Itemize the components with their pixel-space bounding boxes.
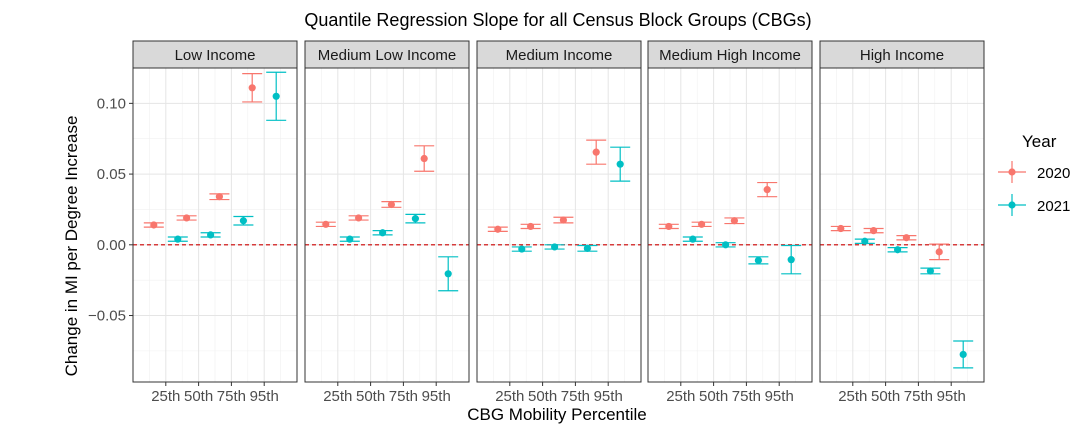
y-tick-label: 0.00 [97,237,126,254]
data-point [411,215,419,223]
facet-strip [819,40,985,69]
facet-strip [132,40,298,69]
x-tick-label: 50th [184,388,213,405]
data-point [763,186,771,194]
data-point [387,200,395,209]
data-point [527,222,535,231]
data-point [322,220,330,228]
data-point [379,229,387,237]
x-tick-label: 95th [937,388,966,405]
x-tick-label: 95th [765,388,794,405]
x-tick-label: 95th [250,388,279,405]
data-point [689,235,697,243]
data-point [959,350,967,359]
x-axis-title: CBG Mobility Percentile [467,405,647,424]
legend-key-point [1008,168,1016,176]
data-point [894,246,902,254]
data-point [592,148,600,156]
data-point [722,241,730,249]
data-point [730,217,739,225]
facet-strip-label: Medium High Income [659,47,801,64]
data-point [837,224,845,233]
panel-border [476,67,642,383]
x-tick-label: 50th [356,388,385,405]
x-tick-label: 25th [495,388,524,405]
data-point [518,245,526,253]
y-tick-label: 0.10 [97,95,126,112]
panel-border [132,67,298,383]
data-point [346,235,354,243]
chart-title: Quantile Regression Slope for all Census… [304,10,811,30]
x-tick-label: 50th [871,388,900,405]
legend: Year 2020 2021 [995,132,1070,222]
data-point [902,234,911,242]
x-tick-label: 75th [732,388,761,405]
facet-strip-label: High Income [860,47,944,64]
x-tick-label: 25th [838,388,867,405]
data-point [754,256,763,264]
panel-border [304,67,470,383]
facet-strip [476,40,642,69]
data-point [616,160,624,168]
x-tick-label: 75th [389,388,418,405]
data-point [665,222,673,231]
data-point [355,214,363,222]
x-tick-label: 95th [594,388,623,405]
panel-border [819,67,985,383]
facet-strip-label: Medium Low Income [318,47,456,64]
legend-item: 2020 [995,156,1070,189]
data-point [207,231,215,239]
legend-item: 2021 [995,189,1070,222]
panel-border [647,67,813,383]
x-tick-label: 50th [528,388,557,405]
data-point [174,235,182,243]
data-point [150,221,158,229]
facet-strip [304,40,470,69]
facet-panel: High Income 25th 50th 75th 95th [819,40,985,405]
data-point [551,243,559,251]
legend-title: Year [1022,132,1057,151]
data-point [420,154,428,163]
x-tick-label: 50th [699,388,728,405]
facet-strip-label: Medium Income [506,47,613,64]
data-point [559,216,568,224]
facet-panel: Medium Income 25th 50th 75th 95th [476,40,642,405]
x-tick-label: 95th [422,388,451,405]
x-tick-label: 25th [323,388,352,405]
facet-panel: Medium High Income 25th 50th 75th 95th [647,40,813,405]
data-point [583,244,592,252]
x-tick-label: 25th [151,388,180,405]
data-point [248,84,256,92]
data-point [698,220,706,228]
data-point [239,217,247,225]
y-axis: −0.05 0.00 0.05 0.10 [88,95,133,325]
legend-label: 2020 [1037,165,1070,182]
data-point [215,193,223,201]
facet-panel: Low Income 25th 50th 75th 95th [132,40,298,405]
y-tick-label: 0.05 [97,166,126,183]
x-tick-label: 75th [217,388,246,405]
data-point [935,248,943,256]
data-point [787,256,795,264]
data-point [444,270,452,278]
data-point [926,267,935,275]
y-axis-title: Change in MI per Degree Increase [62,116,81,377]
data-point [870,227,878,235]
data-point [494,225,502,233]
facet-strip-label: Low Income [175,47,256,64]
legend-label: 2021 [1037,198,1070,215]
data-point [272,92,280,100]
y-tick-label: −0.05 [88,308,126,325]
legend-key-point [1008,201,1016,209]
x-tick-label: 25th [666,388,695,405]
data-point [861,237,869,245]
x-tick-label: 75th [561,388,590,405]
data-point [183,214,191,222]
x-tick-label: 75th [904,388,933,405]
facet-panel: Medium Low Income 25th 50th 75th 95th [304,40,470,405]
